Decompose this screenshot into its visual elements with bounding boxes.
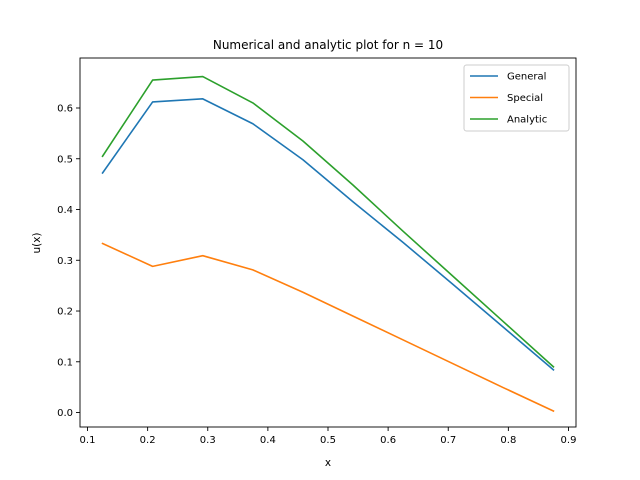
x-tick-label: 0.1 bbox=[80, 435, 96, 446]
legend: General Special Analytic bbox=[463, 64, 570, 132]
x-tick-label: 0.3 bbox=[200, 435, 216, 446]
x-tick-label: 0.6 bbox=[380, 435, 396, 446]
x-tick-label: 0.7 bbox=[440, 435, 456, 446]
y-axis-label: u(x) bbox=[31, 232, 43, 253]
y-tick-label: 0.0 bbox=[57, 408, 73, 419]
x-tick-label: 0.8 bbox=[500, 435, 516, 446]
series-line-analytic bbox=[101, 75, 555, 368]
y-tick-label: 0.3 bbox=[57, 256, 73, 267]
x-tick-label: 0.2 bbox=[140, 435, 156, 446]
y-tick-label: 0.5 bbox=[57, 154, 73, 165]
y-tick-label: 0.2 bbox=[57, 307, 73, 318]
y-tick-label: 0.6 bbox=[57, 103, 73, 114]
x-tick-label: 0.9 bbox=[561, 435, 577, 446]
series-line-special bbox=[101, 242, 555, 413]
y-axis: 0.0 0.1 0.2 0.3 0.4 0.5 0.6 bbox=[57, 103, 80, 419]
series-line-general bbox=[101, 98, 555, 372]
y-tick-label: 0.1 bbox=[57, 357, 73, 368]
plot-area bbox=[79, 57, 577, 428]
y-tick-label: 0.4 bbox=[57, 205, 73, 216]
legend-label-analytic: Analytic bbox=[507, 115, 547, 126]
x-axis-label: x bbox=[325, 457, 331, 469]
legend-label-general: General bbox=[507, 72, 546, 83]
x-tick-label: 0.4 bbox=[260, 435, 276, 446]
legend-label-special: Special bbox=[507, 93, 543, 104]
chart-title: Numerical and analytic plot for n = 10 bbox=[213, 38, 443, 52]
legend-box bbox=[463, 64, 570, 132]
x-tick-label: 0.5 bbox=[320, 435, 336, 446]
x-axis: 0.1 0.2 0.3 0.4 0.5 0.6 0.7 0.8 0.9 bbox=[80, 427, 577, 446]
